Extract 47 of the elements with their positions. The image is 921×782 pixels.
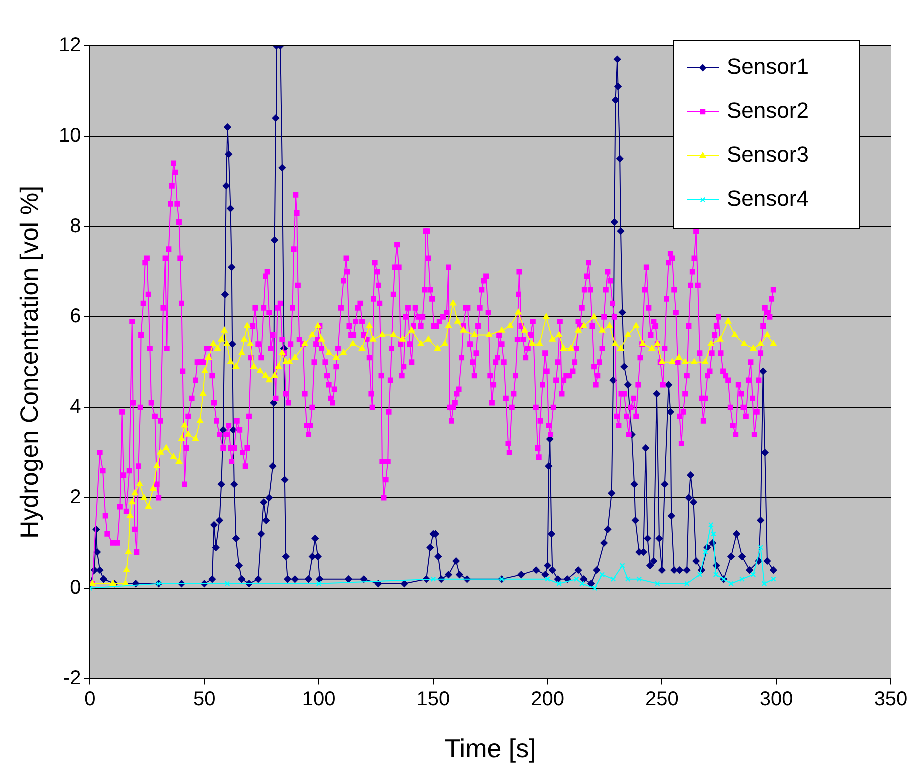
point	[758, 545, 764, 550]
point	[620, 563, 626, 569]
y-tick-label: 8	[70, 215, 82, 238]
y-tick-label: 2	[70, 486, 82, 509]
y-tick-label: -2	[63, 667, 82, 690]
x-tick-label: 250	[646, 688, 679, 710]
y-tick-label: 12	[58, 34, 82, 57]
point	[708, 522, 714, 528]
point	[579, 581, 585, 587]
point	[728, 581, 734, 587]
point	[710, 531, 716, 537]
point	[610, 576, 616, 582]
point	[600, 572, 606, 578]
legend-label: Sensor1	[727, 54, 809, 80]
point	[697, 572, 703, 578]
point	[713, 572, 719, 578]
legend-label: Sensor4	[727, 186, 809, 212]
y-tick-label: 4	[70, 396, 82, 418]
legend-label: Sensor3	[727, 142, 809, 168]
x-tick-label: 300	[760, 688, 794, 710]
point	[625, 576, 631, 582]
point	[430, 576, 436, 582]
point	[556, 581, 562, 587]
point	[740, 576, 746, 582]
point	[545, 576, 551, 582]
x-tick-label: 200	[531, 688, 565, 710]
point	[316, 581, 322, 587]
x-tick-label: 150	[416, 688, 450, 710]
point	[750, 572, 756, 578]
point	[702, 550, 708, 555]
point	[636, 576, 642, 582]
point	[224, 581, 230, 587]
legend-label: Sensor2	[727, 98, 809, 124]
point	[592, 586, 598, 592]
point	[684, 581, 690, 587]
point	[574, 576, 580, 582]
y-tick-label: 0	[70, 576, 82, 599]
x-tick-label: 100	[302, 688, 336, 710]
x-axis-title: Time [s]	[444, 734, 536, 764]
point	[654, 581, 660, 587]
x-tick-label: 350	[874, 688, 908, 710]
point	[762, 581, 768, 587]
x-tick-label: 50	[194, 688, 216, 710]
x-tick-label: 0	[84, 688, 96, 710]
y-tick-label: 10	[58, 124, 82, 147]
y-axis-title: Hydrogen Concentration [vol %]	[16, 186, 44, 539]
y-tick-label: 6	[70, 306, 82, 328]
